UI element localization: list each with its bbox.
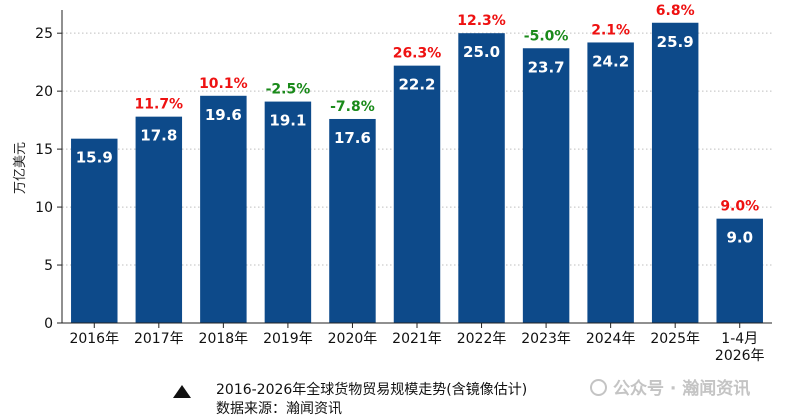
growth-label: 12.3% xyxy=(457,13,506,29)
x-tick-label: 2023年 xyxy=(521,331,571,347)
bar-chart: 0 5 10 15 20 25 15.9 17.8 11.7% 19.6 10.1% 19.1 -2.… xyxy=(13,3,772,364)
bar-value-label: 17.8 xyxy=(140,127,177,145)
x-tick-label-line: 2019年 xyxy=(263,331,313,347)
x-tick-label: 2025年 xyxy=(650,331,700,347)
y-tick-label: 0 xyxy=(44,316,53,332)
x-tick-label: 2016年 xyxy=(69,331,119,347)
bar-value-label: 19.6 xyxy=(205,106,242,124)
triangle-up-icon xyxy=(173,385,191,398)
x-tick-label-line: 2017年 xyxy=(134,331,184,347)
growth-label: 2.1% xyxy=(591,22,630,38)
x-axis: 2016年 2017年 2018年 2019年 2020年 2021年 2022年 2023年… xyxy=(62,322,772,364)
y-axis-label: 万亿美元 xyxy=(13,142,28,194)
x-tick-label-line: 1-4月 xyxy=(721,331,758,347)
bar-value-label: 23.7 xyxy=(528,58,565,76)
bars: 15.9 17.8 11.7% 19.6 10.1% 19.1 -2.5% 17.6 -7.8%… xyxy=(71,3,763,324)
x-tick-label-line: 2023年 xyxy=(521,331,571,347)
growth-label: 9.0% xyxy=(720,199,759,215)
x-tick-label: 2019年 xyxy=(263,331,313,347)
x-tick-label-line: 2024年 xyxy=(586,331,636,347)
bar xyxy=(587,42,634,323)
bar xyxy=(329,118,376,323)
x-tick-label: 2017年 xyxy=(134,331,184,347)
growth-label: 6.8% xyxy=(656,3,695,19)
growth-label: -5.0% xyxy=(524,28,569,44)
bar-value-label: 9.0 xyxy=(726,229,753,247)
growth-label: -2.5% xyxy=(266,82,311,98)
caption-title: 2016-2026年全球货物贸易规模走势(含镜像估计) xyxy=(216,382,528,398)
growth-label: 26.3% xyxy=(393,46,442,62)
x-tick-label: 2021年 xyxy=(392,331,442,347)
x-tick-label: 2022年 xyxy=(457,331,507,347)
x-tick-label-line: 2025年 xyxy=(650,331,700,347)
bar-value-label: 17.6 xyxy=(334,129,371,147)
y-tick-label: 20 xyxy=(35,84,53,100)
y-tick-label: 25 xyxy=(35,26,53,42)
bar xyxy=(135,116,183,323)
y-tick-label: 5 xyxy=(44,258,53,274)
x-tick-label-line: 2016年 xyxy=(69,331,119,347)
growth-label: 10.1% xyxy=(199,76,248,92)
caption-source: 数据来源：瀚闻资讯 xyxy=(216,401,342,417)
bar xyxy=(71,138,118,323)
bar-value-label: 15.9 xyxy=(76,149,113,167)
x-tick-label: 2024年 xyxy=(586,331,636,347)
bar-value-label: 19.1 xyxy=(269,112,306,130)
wechat-logo-icon xyxy=(590,379,607,396)
x-tick-label-line: 2022年 xyxy=(457,331,507,347)
bar xyxy=(522,48,570,323)
bar xyxy=(716,218,763,323)
x-tick-label: 1-4月 2026年 xyxy=(715,331,765,364)
x-tick-label-line: 2018年 xyxy=(199,331,249,347)
growth-label: 11.7% xyxy=(135,97,184,113)
watermark: 公众号 · 瀚闻资讯 xyxy=(590,374,750,399)
x-tick-label-line: 2020年 xyxy=(328,331,378,347)
growth-label: -7.8% xyxy=(330,99,375,115)
bar-value-label: 25.9 xyxy=(657,33,694,51)
bar xyxy=(458,33,505,324)
x-tick-label-line: 2026年 xyxy=(715,348,765,364)
y-tick-label: 10 xyxy=(35,200,53,216)
y-tick-label: 15 xyxy=(35,142,53,158)
bar xyxy=(200,95,247,323)
x-tick-label: 2020年 xyxy=(328,331,378,347)
watermark-text: 公众号 · 瀚闻资讯 xyxy=(613,379,751,399)
bar xyxy=(393,65,441,324)
bar-value-label: 25.0 xyxy=(463,43,500,61)
x-tick-label: 2018年 xyxy=(199,331,249,347)
bar xyxy=(264,101,312,323)
bar xyxy=(651,22,699,323)
bar-value-label: 22.2 xyxy=(398,76,435,94)
y-axis: 0 5 10 15 20 25 xyxy=(35,10,63,332)
bar-value-label: 24.2 xyxy=(592,52,629,70)
x-tick-label-line: 2021年 xyxy=(392,331,442,347)
